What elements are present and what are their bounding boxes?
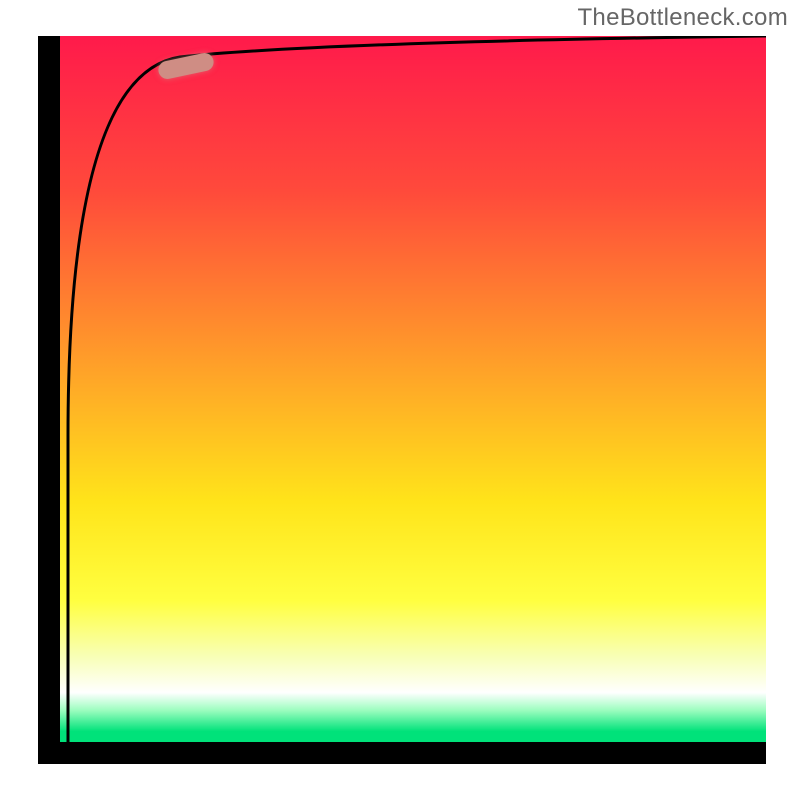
curve-line (60, 36, 766, 742)
x-axis (38, 742, 766, 764)
watermark-text: TheBottleneck.com (577, 4, 788, 32)
y-axis (38, 36, 60, 764)
plot-area (60, 36, 766, 742)
